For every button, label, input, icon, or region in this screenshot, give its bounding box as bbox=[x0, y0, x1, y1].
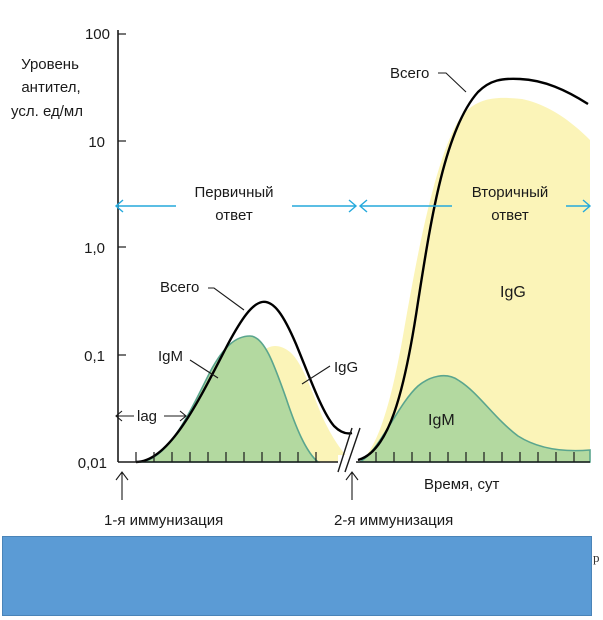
blue-banner bbox=[2, 536, 592, 616]
primary-igg-label: IgG bbox=[334, 359, 358, 376]
immunization-1-label: 1-я иммунизация bbox=[104, 512, 223, 529]
secondary-total-curve bbox=[357, 77, 589, 462]
x-tick-marks bbox=[135, 452, 575, 462]
secondary-igm-area bbox=[357, 374, 591, 463]
lag-arrow-right-head bbox=[179, 410, 187, 422]
y-tick-label-0-01: 0,01 bbox=[78, 455, 107, 472]
secondary-response-label-line-2: ответ bbox=[491, 207, 529, 224]
y-axis-title-line-2: антител, bbox=[21, 79, 80, 96]
primary-igm-label: IgM bbox=[158, 348, 183, 365]
secondary-total-label: Всего bbox=[390, 65, 429, 82]
lag-label: lag bbox=[137, 408, 157, 425]
primary-total-curve bbox=[135, 300, 353, 464]
y-tick-label-1: 1,0 bbox=[84, 240, 105, 257]
axis-break-slash-1 bbox=[337, 427, 353, 473]
secondary-igg-label: IgG bbox=[500, 284, 526, 301]
axis-break-slash-2 bbox=[344, 427, 361, 473]
y-tick-label-10: 10 bbox=[88, 134, 105, 151]
primary-response-label-line-2: ответ bbox=[215, 207, 253, 224]
primary-total-label: Всего bbox=[160, 279, 199, 296]
x-axis-label: Время, сут bbox=[424, 476, 499, 493]
primary-response-label-line-1: Первичный bbox=[194, 184, 273, 201]
immunization-1-arrow-head bbox=[115, 471, 129, 481]
secondary-igm-label: IgM bbox=[428, 412, 455, 429]
primary-igm-pointer bbox=[189, 359, 219, 379]
immunization-2-arrow-head bbox=[345, 471, 359, 481]
primary-total-pointer bbox=[208, 287, 245, 311]
lag-arrow-left-head bbox=[115, 410, 123, 422]
primary-igg-pointer bbox=[301, 365, 331, 385]
y-tick-label-0-1: 0,1 bbox=[84, 348, 105, 365]
antibody-response-diagram: Уровень антител, усл. ед/мл 100 10 1,0 0… bbox=[11, 26, 592, 529]
primary-arrow-left-head bbox=[114, 199, 124, 213]
y-axis-title-line-1: Уровень bbox=[21, 56, 79, 73]
primary-igg-area bbox=[262, 346, 352, 462]
y-tick-label-100: 100 bbox=[85, 26, 110, 43]
secondary-total-pointer bbox=[438, 72, 467, 93]
y-axis-title-line-3: усл. ед/мл bbox=[11, 103, 83, 120]
banner-edge-text: р bbox=[593, 550, 600, 565]
secondary-igg-area bbox=[360, 97, 590, 463]
secondary-arrow-left-head bbox=[358, 199, 368, 213]
immunization-2-label: 2-я иммунизация bbox=[334, 512, 453, 529]
secondary-arrow-right-head bbox=[582, 199, 592, 213]
primary-arrow-right-head bbox=[348, 199, 358, 213]
secondary-response-label-line-1: Вторичный bbox=[472, 184, 549, 201]
